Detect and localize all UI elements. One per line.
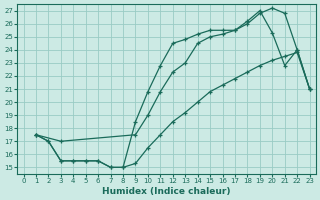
X-axis label: Humidex (Indice chaleur): Humidex (Indice chaleur) (102, 187, 231, 196)
